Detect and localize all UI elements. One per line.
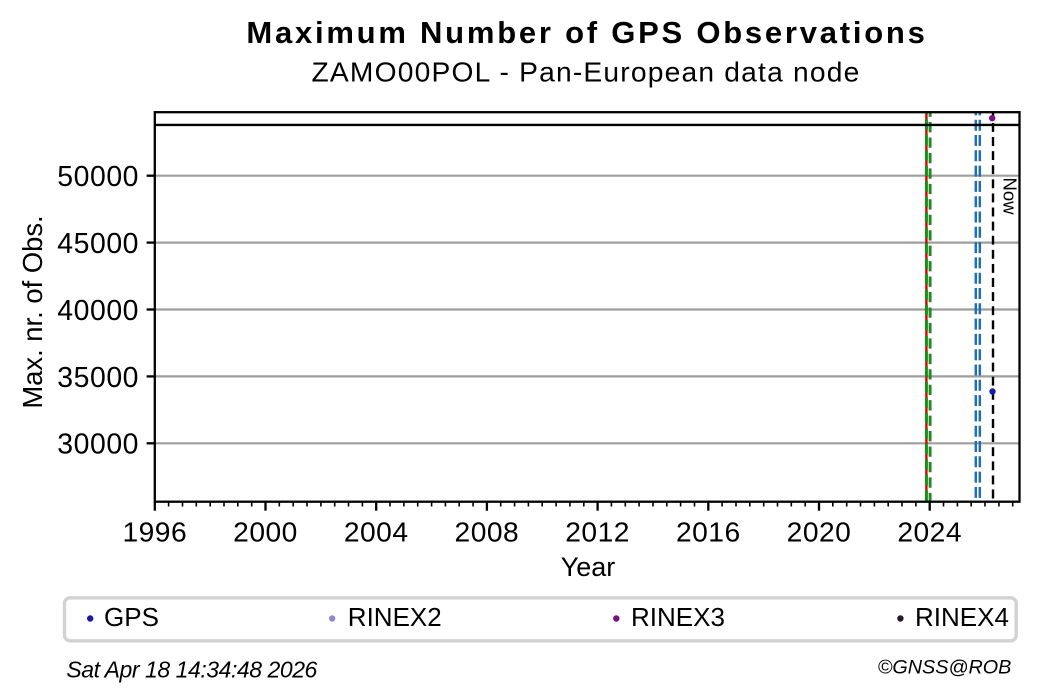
svg-text:35000: 35000 [57,362,139,394]
svg-text:RINEX4: RINEX4 [915,602,1009,632]
svg-text:Now: Now [1000,178,1021,216]
svg-text:Maximum Number of GPS Observat: Maximum Number of GPS Observations [246,15,927,50]
svg-text:Max. nr. of Obs.: Max. nr. of Obs. [17,215,48,408]
svg-text:2020: 2020 [787,516,852,548]
svg-text:Sat Apr 18 14:34:48 2026: Sat Apr 18 14:34:48 2026 [66,656,317,682]
svg-text:2024: 2024 [897,516,962,548]
svg-text:2000: 2000 [233,516,298,548]
svg-text:ZAMO00POL - Pan-European data: ZAMO00POL - Pan-European data node [311,55,860,87]
svg-text:45000: 45000 [57,228,139,260]
svg-text:©GNSS@ROB: ©GNSS@ROB [878,657,1012,679]
svg-text:Year: Year [561,552,616,582]
svg-text:40000: 40000 [57,295,139,327]
svg-text:2004: 2004 [344,516,409,548]
svg-text:2012: 2012 [565,516,630,548]
svg-text:RINEX3: RINEX3 [631,602,725,632]
svg-text:2008: 2008 [455,516,520,548]
svg-text:2016: 2016 [676,516,741,548]
svg-text:GPS: GPS [104,602,159,632]
svg-text:30000: 30000 [57,429,139,461]
svg-text:RINEX2: RINEX2 [348,602,442,632]
svg-text:50000: 50000 [57,161,139,193]
svg-text:1996: 1996 [122,516,187,548]
